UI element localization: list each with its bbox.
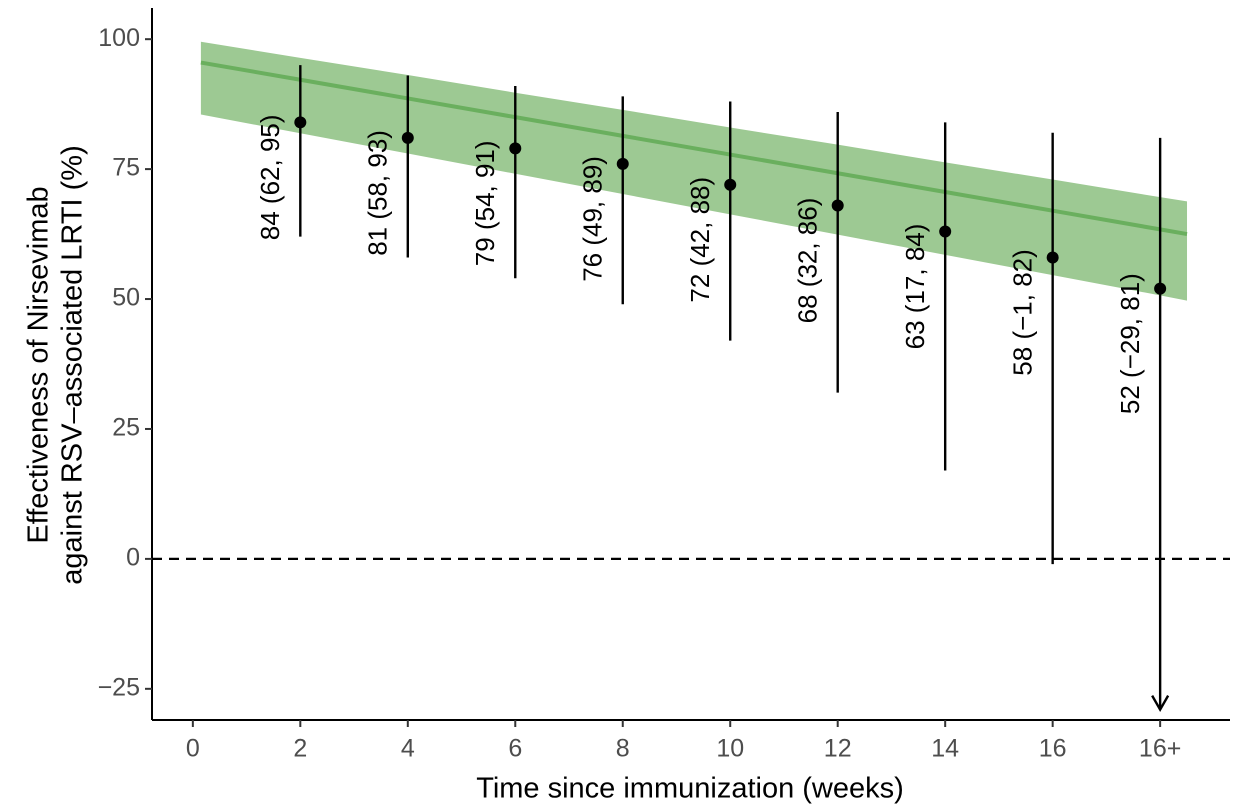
- point: [939, 225, 952, 238]
- point: [1046, 251, 1059, 264]
- x-tick-label: 6: [508, 735, 522, 763]
- x-tick-label: 16: [1039, 735, 1067, 763]
- point: [724, 178, 737, 191]
- data-label: 52 (−29, 81): [1115, 273, 1145, 414]
- point: [831, 199, 844, 212]
- data-label: 84 (62, 95): [255, 114, 285, 240]
- x-tick-label: 2: [293, 735, 307, 763]
- y-tick-label: 25: [112, 414, 140, 442]
- error-bar-arrow: [1151, 695, 1170, 713]
- x-axis-title: Time since immunization (weeks): [476, 773, 904, 805]
- data-label: 68 (32, 86): [793, 198, 823, 324]
- y-tick-label: 100: [98, 24, 140, 52]
- x-tick-label: 0: [186, 735, 200, 763]
- data-label: 72 (42, 88): [685, 177, 715, 303]
- point: [401, 131, 414, 144]
- x-tick-label: 16+: [1139, 735, 1181, 763]
- data-label: 79 (54, 91): [470, 140, 500, 266]
- point: [294, 116, 307, 129]
- x-tick-label: 14: [931, 735, 959, 763]
- y-axis-title: Effectiveness of Nirsevimab: [23, 186, 55, 543]
- x-tick-label: 8: [616, 735, 630, 763]
- point: [509, 142, 522, 155]
- x-tick-label: 10: [716, 735, 744, 763]
- y-tick-label: 50: [112, 284, 140, 312]
- data-label: 63 (17, 84): [900, 224, 930, 350]
- y-tick-label: −25: [98, 673, 140, 701]
- y-tick-label: 0: [126, 543, 140, 571]
- x-tick-label: 4: [401, 735, 415, 763]
- point: [1154, 282, 1167, 295]
- data-label: 76 (49, 89): [578, 156, 608, 282]
- data-label: 58 (−1, 82): [1008, 249, 1038, 375]
- x-tick-label: 12: [824, 735, 852, 763]
- data-label: 81 (58, 93): [363, 130, 393, 256]
- point: [616, 157, 629, 170]
- y-tick-label: 75: [112, 154, 140, 182]
- y-axis-title: against RSV–associated LRTI (%): [57, 145, 89, 585]
